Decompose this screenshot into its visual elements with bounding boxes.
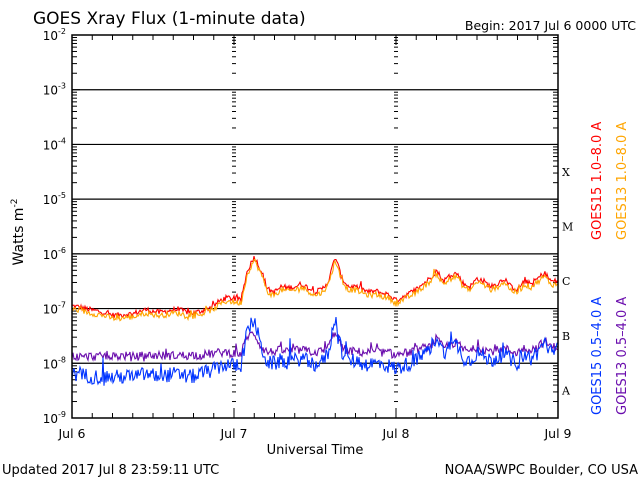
x-tick-label: Jul 6 [57,426,85,441]
y-axis-label-sup: -2 [10,199,20,208]
flare-class-X: X [562,166,570,179]
y-tick-label: 10-8 [43,355,66,371]
grid-lines [72,89,558,364]
series-line-3 [71,317,559,386]
y-axis-label-text: Watts m [11,208,27,266]
y-tick-label: 10-6 [43,246,66,262]
svg-text:Watts m-2: Watts m-2 [10,199,27,266]
legend-entry: GOES15 0.5–4.0 A [590,297,605,415]
y-tick-label: 10-3 [43,82,66,98]
axis-ticks [71,35,559,419]
y-axis-label: Watts m-2 [10,199,27,266]
x-tick-label: Jul 9 [543,426,571,441]
flare-class-A: A [561,385,571,398]
flare-class-C: C [562,275,570,288]
updated-timestamp: Updated 2017 Jul 8 23:59:11 UTC [2,463,219,478]
legend-entry: GOES13 0.5–4.0 A [615,297,630,415]
credit-text: NOAA/SWPC Boulder, CO USA [445,463,638,478]
legend: GOES15 1.0–8.0 A GOES13 1.0–8.0 A GOES15 0… [590,122,630,415]
y-tick-label: 10-2 [43,27,66,43]
x-tick-label: Jul 7 [219,426,247,441]
chart-title: GOES Xray Flux (1-minute data) [33,9,306,29]
series-line-2 [71,331,559,363]
flare-class-B: B [562,330,570,343]
begin-label: Begin: 2017 Jul 6 0000 UTC [465,18,636,33]
plot-frame [71,34,559,419]
legend-entry: GOES15 1.0–8.0 A [590,122,605,240]
flare-class-labels: X M C B A [561,166,573,398]
y-tick-label: 10-7 [43,301,66,317]
x-tick-labels: Jul 6 Jul 7 Jul 8 Jul 9 [57,426,571,441]
y-tick-label: 10-9 [43,410,66,426]
x-axis-label: Universal Time [267,443,364,458]
series-group [71,255,559,386]
flare-class-M: M [562,221,573,234]
y-tick-label: 10-4 [43,136,66,152]
y-tick-label: 10-5 [43,191,66,207]
y-tick-labels: 10-2 10-3 10-4 10-5 10-6 10-7 10-8 10-9 [43,27,66,426]
series-line-1 [71,258,559,322]
x-tick-label: Jul 8 [381,426,409,441]
legend-entry: GOES13 1.0–8.0 A [615,122,630,240]
